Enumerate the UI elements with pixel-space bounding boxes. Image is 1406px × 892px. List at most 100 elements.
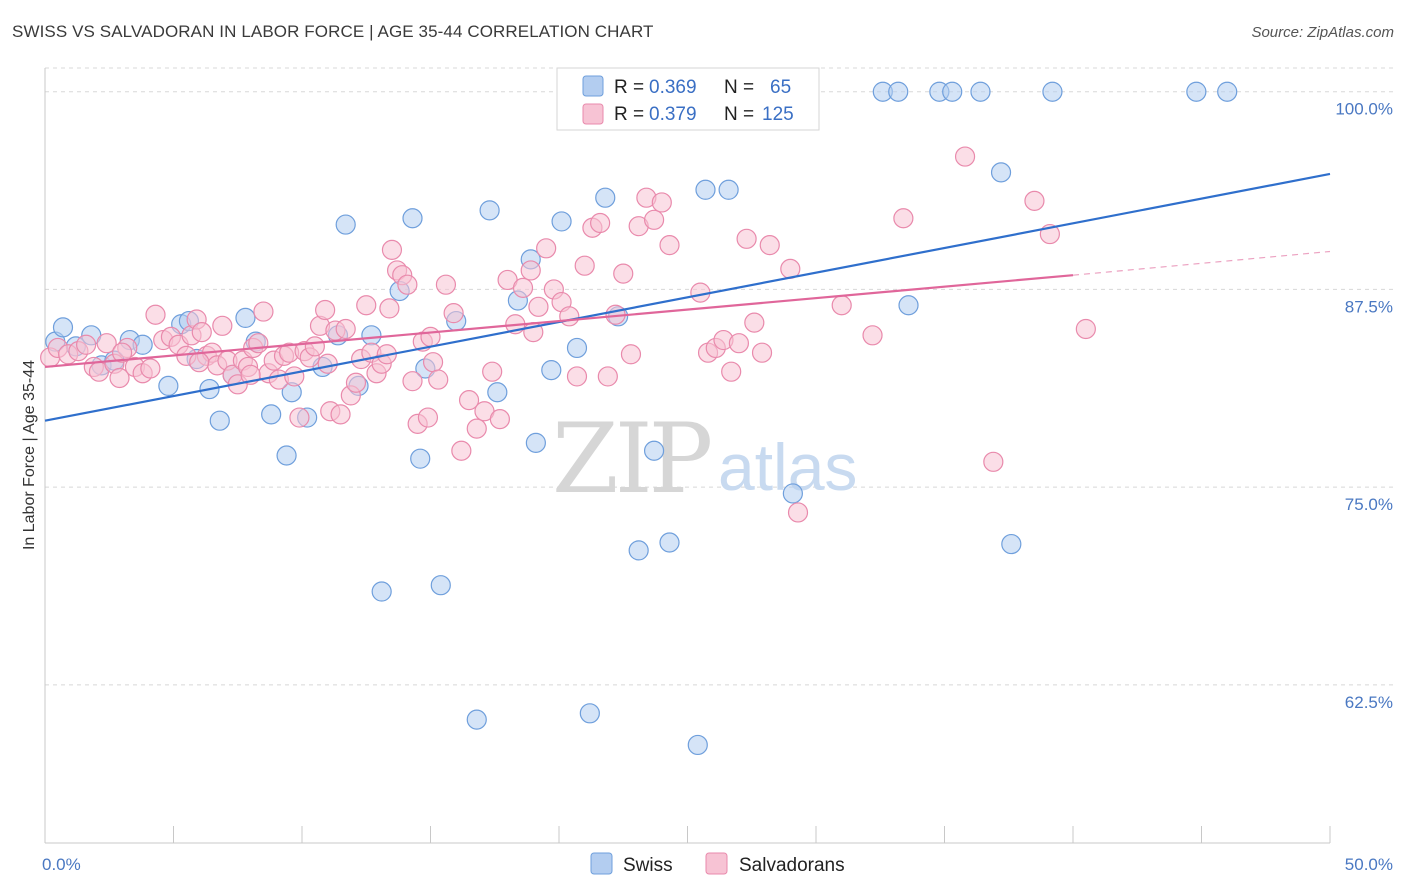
scatter-point — [695, 179, 716, 200]
scatter-point — [209, 410, 230, 431]
scatter-point — [235, 307, 256, 328]
scatter-point — [643, 440, 665, 461]
scatter-point — [482, 361, 503, 382]
x-tick-label: 0.0% — [42, 855, 81, 874]
scatter-point — [145, 304, 166, 325]
scatter-point — [284, 366, 305, 387]
scatter-point — [659, 532, 680, 553]
scatter-point — [428, 369, 449, 390]
scatter-point — [420, 326, 441, 347]
series-legend-label-swiss: Swiss — [623, 855, 673, 876]
scatter-point — [379, 298, 400, 319]
x-tick-label: 50.0% — [1345, 855, 1393, 874]
series-legend: Swiss Salvadorans — [590, 852, 845, 876]
scatter-point — [381, 239, 403, 260]
scatter-point — [410, 448, 431, 469]
y-tick-label: 62.5% — [1345, 693, 1393, 712]
scatter-point — [466, 709, 487, 730]
scatter-point — [983, 451, 1004, 472]
scatter-point — [487, 382, 508, 403]
scatter-point — [361, 325, 382, 346]
scatter-point — [52, 317, 74, 338]
x-tick-labels: 0.0% 50.0% — [42, 855, 1393, 874]
scatter-point — [422, 352, 444, 373]
scatter-point — [954, 146, 976, 167]
scatter-point — [728, 333, 750, 354]
legend-r-label-swiss: R = — [614, 77, 644, 98]
scatter-point — [651, 192, 672, 213]
scatter-point — [330, 404, 351, 425]
scatter-point — [111, 342, 133, 363]
scatter-point — [566, 337, 588, 359]
scatter-point — [402, 371, 423, 392]
scatter-point — [1024, 190, 1045, 211]
scatter-point — [831, 295, 852, 316]
scatter-point — [76, 334, 97, 355]
scatter-point — [191, 322, 212, 343]
legend-n-label-salvadorans: N = — [724, 104, 754, 125]
scatter-point — [862, 325, 883, 346]
series-legend-swatch-swiss — [590, 852, 613, 875]
legend-swatch-salvadorans — [582, 103, 604, 125]
scatter-point — [579, 703, 600, 724]
scatter-point — [541, 359, 562, 381]
scatter-point — [402, 208, 423, 229]
scatter-point — [566, 366, 588, 387]
scatter-point — [335, 214, 356, 235]
scatter-point — [96, 333, 117, 354]
scatter-point — [559, 306, 580, 327]
scatter-point — [261, 404, 282, 425]
legend-n-value-salvadorans: 125 — [762, 104, 794, 125]
y-tick-label: 75.0% — [1345, 495, 1393, 514]
scatter-point — [536, 238, 557, 259]
scatter-point — [304, 336, 325, 357]
series-legend-label-salvadorans: Salvadorans — [739, 855, 845, 876]
scatter-point — [659, 235, 680, 256]
scatter-point — [397, 274, 418, 295]
scatter-point — [590, 212, 611, 234]
trend-lines — [44, 172, 1331, 422]
scatter-point — [520, 260, 541, 281]
y-axis-label: In Labor Force | Age 35-44 — [21, 360, 38, 550]
scatter-point — [317, 353, 338, 374]
scatter-point — [466, 418, 487, 439]
scatter-point — [718, 179, 739, 200]
scatter-point — [212, 315, 233, 336]
scatter-point — [443, 303, 464, 324]
scatter-point — [356, 295, 377, 316]
series-legend-swatch-salvadorans — [705, 852, 728, 875]
scatter-point — [289, 407, 310, 428]
chart-title: SWISS VS SALVADORAN IN LABOR FORCE | AGE… — [12, 22, 654, 41]
scatter-point — [528, 296, 549, 317]
scatter-point — [888, 81, 909, 102]
salvadoran-trend-line — [44, 274, 1074, 369]
scatter-point — [782, 483, 803, 504]
source-credit: Source: ZipAtlas.com — [1251, 24, 1394, 41]
y-tick-label: 87.5% — [1345, 297, 1393, 316]
salvadoran-points — [40, 146, 1096, 523]
scatter-point — [1186, 81, 1207, 102]
scatter-point — [109, 367, 130, 389]
scatter-point — [1075, 318, 1096, 340]
legend-swatch-swiss — [582, 75, 604, 97]
scatter-point — [248, 333, 269, 354]
scatter-point — [628, 540, 649, 561]
legend-r-label-salvadorans: R = — [614, 104, 644, 125]
scatter-point — [574, 255, 595, 276]
axes — [44, 68, 1331, 844]
scatter-point — [430, 575, 451, 596]
scatter-point — [551, 211, 572, 232]
scatter-point — [371, 581, 392, 602]
scatter-point — [613, 263, 634, 284]
watermark: ZIP atlas — [552, 403, 857, 515]
scatter-point — [335, 318, 356, 340]
legend-r-value-swiss: 0.369 — [649, 77, 697, 98]
scatter-point — [893, 208, 914, 229]
scatter-point — [345, 372, 367, 393]
scatter-point — [597, 366, 618, 387]
legend-r-value-salvadorans: 0.379 — [649, 104, 697, 125]
scatter-point — [970, 81, 991, 102]
scatter-point — [253, 301, 274, 322]
swiss-trend-line — [44, 172, 1331, 422]
